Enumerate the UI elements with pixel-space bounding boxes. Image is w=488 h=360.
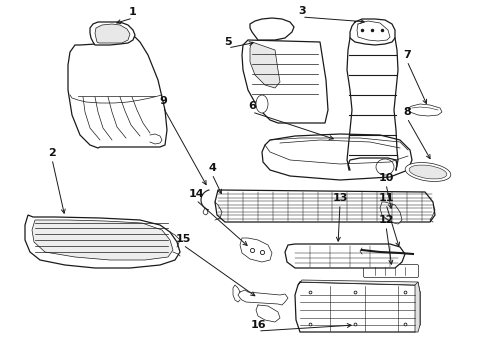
- FancyBboxPatch shape: [363, 265, 418, 278]
- Polygon shape: [262, 134, 411, 180]
- Text: 12: 12: [378, 215, 393, 225]
- Ellipse shape: [405, 162, 450, 181]
- Ellipse shape: [408, 165, 446, 179]
- Polygon shape: [95, 24, 130, 43]
- Polygon shape: [32, 220, 173, 260]
- Polygon shape: [25, 215, 180, 268]
- Polygon shape: [90, 22, 135, 45]
- Text: 14: 14: [188, 189, 203, 199]
- Polygon shape: [242, 40, 327, 123]
- Polygon shape: [297, 280, 419, 292]
- Text: 11: 11: [378, 193, 393, 203]
- Ellipse shape: [375, 159, 393, 175]
- Text: 9: 9: [159, 96, 166, 106]
- Text: 1: 1: [129, 7, 137, 17]
- Text: 5: 5: [224, 37, 231, 47]
- Ellipse shape: [256, 95, 267, 113]
- Polygon shape: [249, 18, 293, 40]
- Text: 6: 6: [247, 101, 255, 111]
- Text: 3: 3: [298, 6, 305, 16]
- Text: 8: 8: [402, 107, 410, 117]
- Polygon shape: [249, 42, 280, 88]
- Polygon shape: [379, 202, 401, 224]
- Polygon shape: [407, 104, 441, 116]
- Text: 10: 10: [378, 173, 393, 183]
- Text: 16: 16: [250, 320, 265, 330]
- Text: 2: 2: [48, 148, 56, 158]
- Text: 7: 7: [402, 50, 410, 60]
- Polygon shape: [240, 238, 271, 262]
- Text: 13: 13: [332, 193, 347, 203]
- Text: 15: 15: [175, 234, 190, 244]
- Polygon shape: [414, 282, 419, 332]
- Polygon shape: [285, 244, 404, 268]
- Polygon shape: [215, 190, 434, 222]
- Text: 4: 4: [207, 163, 216, 173]
- Polygon shape: [68, 36, 167, 148]
- Polygon shape: [294, 282, 419, 332]
